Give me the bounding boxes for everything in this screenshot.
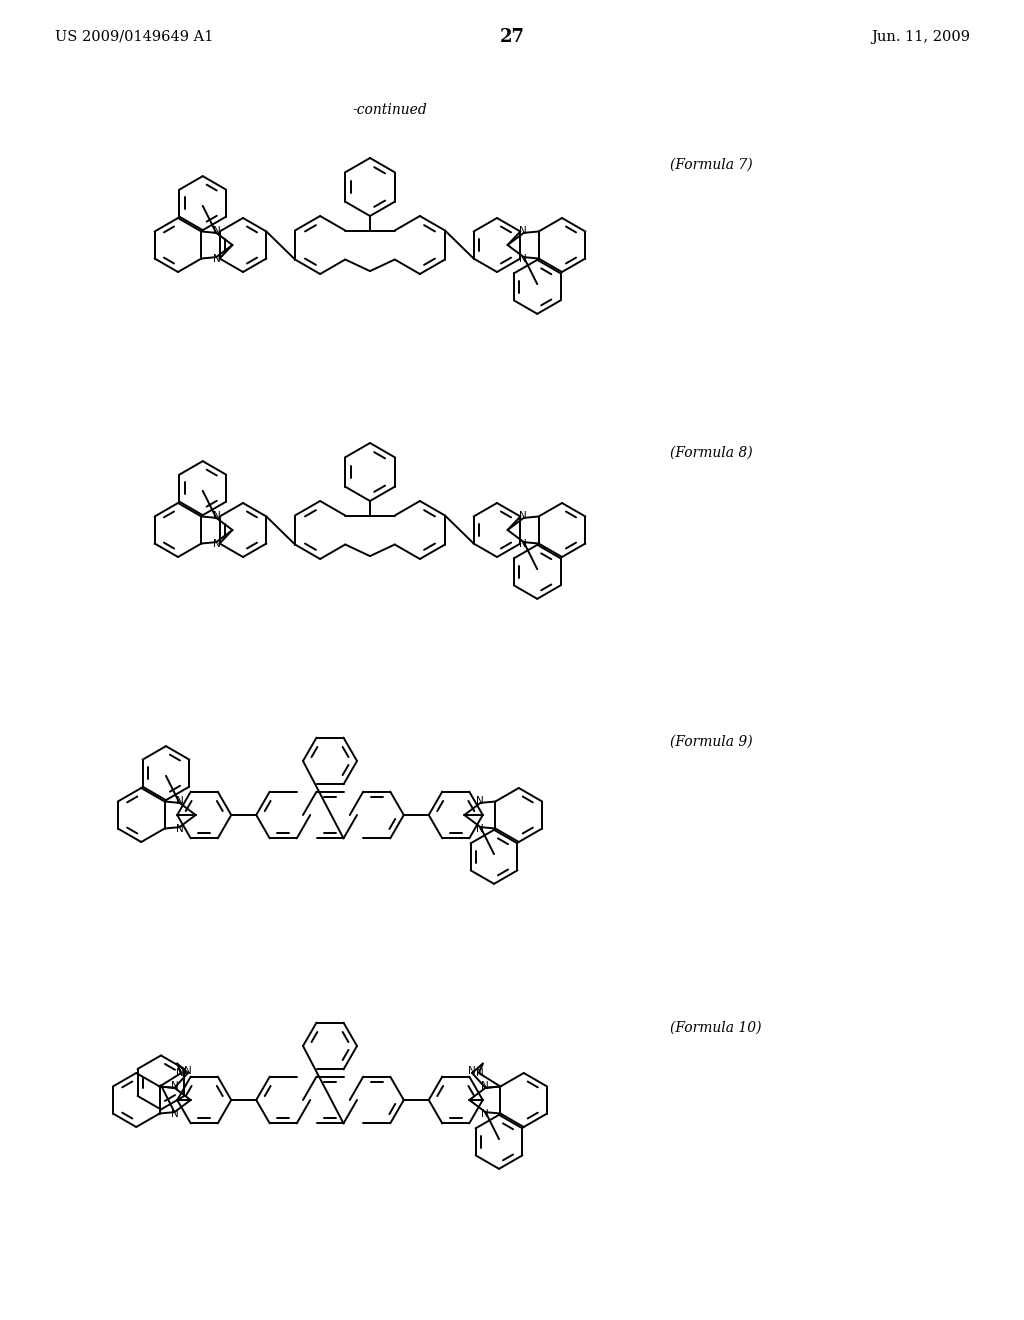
- Text: N: N: [213, 226, 220, 236]
- Text: N: N: [176, 824, 184, 834]
- Text: N: N: [519, 253, 527, 264]
- Text: N: N: [468, 1067, 476, 1076]
- Text: N: N: [476, 796, 484, 807]
- Text: N: N: [213, 511, 220, 521]
- Text: Jun. 11, 2009: Jun. 11, 2009: [871, 30, 970, 44]
- Text: N: N: [481, 1081, 488, 1090]
- Text: N: N: [213, 253, 220, 264]
- Text: N: N: [519, 226, 527, 236]
- Text: (Formula 9): (Formula 9): [670, 735, 753, 748]
- Text: 27: 27: [500, 28, 524, 46]
- Text: (Formula 10): (Formula 10): [670, 1020, 762, 1035]
- Text: (Formula 7): (Formula 7): [670, 158, 753, 172]
- Text: (Formula 8): (Formula 8): [670, 446, 753, 459]
- Text: N: N: [213, 539, 220, 549]
- Text: US 2009/0149649 A1: US 2009/0149649 A1: [55, 30, 213, 44]
- Text: N: N: [476, 824, 484, 834]
- Text: N: N: [184, 1067, 191, 1076]
- Text: N: N: [171, 1081, 179, 1090]
- Text: N: N: [519, 539, 527, 549]
- Text: N: N: [519, 511, 527, 521]
- Text: N: N: [176, 1068, 184, 1078]
- Text: N: N: [171, 1109, 179, 1119]
- Text: N: N: [176, 796, 184, 807]
- Text: N: N: [476, 1068, 483, 1078]
- Text: -continued: -continued: [352, 103, 427, 117]
- Text: N: N: [481, 1109, 488, 1119]
